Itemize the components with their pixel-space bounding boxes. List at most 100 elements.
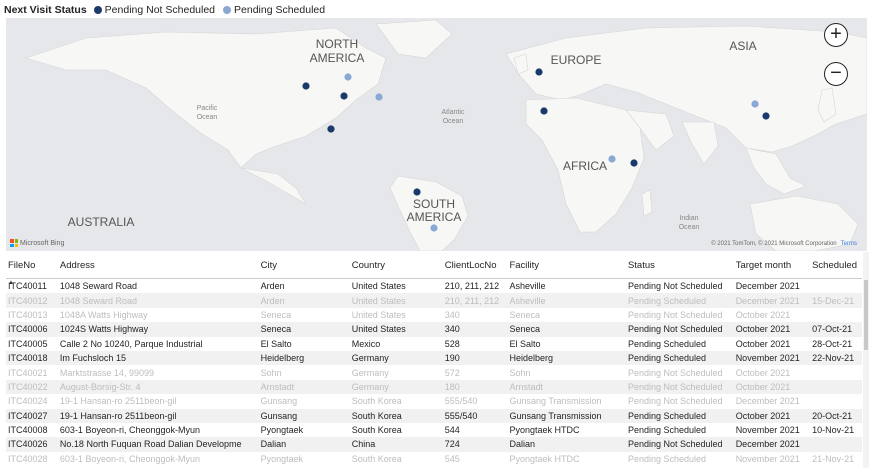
map-label-europe: EUROPE [551, 53, 602, 67]
cell-clientlocno: 340 [444, 309, 460, 320]
cell-facility: Pyongtaek HTDC [509, 453, 580, 464]
table-row[interactable]: ITC40012 1048 Seward Road Arden United Stat… [6, 293, 862, 308]
cell-status: Pending Scheduled [627, 295, 707, 306]
table-row[interactable]: ITC40013 1048A Watts Highway Seneca United … [6, 308, 862, 322]
cell-fileno: ITC40028 [8, 453, 48, 464]
column-header-city[interactable]: City [260, 259, 278, 271]
table-row[interactable]: ITC40028 603-1 Boyeon-ri, Cheonggok-Myun P… [6, 452, 862, 466]
cell-clientlocno: 544 [444, 425, 460, 436]
map-point-us-north[interactable] [344, 73, 352, 81]
minus-icon: − [830, 62, 842, 84]
zoom-out-button[interactable]: − [824, 62, 848, 86]
map-point-china-east[interactable] [762, 112, 770, 120]
table-row[interactable]: ITC40008 603-1 Boyeon-ri, Cheonggok-Myun P… [6, 423, 862, 437]
map-point-brazil[interactable] [413, 188, 421, 196]
column-header-country[interactable]: Country [351, 259, 386, 271]
table-row[interactable]: ITC40022 August-Borsig-Str. 4 Arnstadt Germ… [6, 379, 862, 395]
table-row[interactable]: ITC40026 No.18 North Fuquan Road Dalian D… [6, 437, 862, 452]
map-point-us-east[interactable] [375, 93, 383, 101]
cell-clientlocno: 210, 211, 212 [444, 281, 500, 292]
column-header-fileno[interactable]: FileNo ▲ [8, 259, 36, 286]
scrollbar-thumb[interactable] [864, 280, 868, 350]
world-map: NORTH AMERICA EUROPE ASIA AFRICA SOUTH A… [25, 19, 867, 251]
legend-item-not-scheduled[interactable]: Pending Not Scheduled [104, 4, 216, 16]
legend-dot-scheduled [223, 6, 232, 14]
cell-target-month: October 2021 [735, 309, 791, 320]
cell-clientlocno: 724 [444, 439, 460, 450]
cell-city: Arden [260, 295, 285, 306]
map-point-south-brazil[interactable] [430, 224, 438, 232]
cell-target-month: November 2021 [735, 353, 800, 364]
map-point-spain[interactable] [540, 107, 548, 115]
cell-scheduled: 15-Dec-21 [812, 295, 855, 306]
cell-facility: Gunsang Transmission [509, 410, 602, 421]
cell-scheduled: 10-Nov-21 [812, 425, 855, 436]
map-point-france[interactable] [535, 68, 543, 76]
column-header-status[interactable]: Status [627, 259, 655, 271]
map-point-east-africa[interactable] [608, 155, 616, 163]
cell-target-month: November 2021 [735, 453, 800, 464]
map-visual[interactable]: NORTH AMERICA EUROPE ASIA AFRICA SOUTH A… [6, 18, 867, 251]
table-row[interactable]: ITC40021 Marktstrasse 14, 99099 Sohn German… [6, 365, 862, 379]
map-point-horn-of-africa[interactable] [630, 159, 638, 167]
cell-country: China [351, 439, 376, 450]
eurasia-land [505, 25, 867, 153]
table-scrollbar[interactable] [863, 252, 869, 468]
map-credit: © 2021 TomTom, © 2021 Microsoft Corporat… [711, 241, 857, 247]
south-america-land [389, 175, 469, 251]
map-label-asia: ASIA [729, 39, 756, 53]
cell-city: Arnstadt [260, 381, 295, 392]
column-header-target-month[interactable]: Target month [735, 259, 792, 271]
japan-land [817, 87, 837, 123]
table-row[interactable]: ITC40027 19-1 Hansan-ro 2511beon-gil Gunsa… [6, 408, 862, 423]
cell-address: 1048A Watts Highway [59, 309, 148, 320]
central-america-land [240, 167, 307, 205]
cell-target-month: October 2021 [735, 338, 791, 349]
cell-address: 1048 Seward Road [59, 295, 137, 306]
map-label-indian-1: Indian [679, 215, 698, 222]
column-header-facility[interactable]: Facility [509, 259, 540, 271]
cell-facility: Asheville [509, 281, 546, 292]
cell-clientlocno: 545 [444, 453, 460, 464]
cell-status: Pending Not Scheduled [627, 324, 723, 335]
map-point-china-north[interactable] [751, 100, 759, 108]
cell-country: Germany [351, 367, 389, 378]
table-row[interactable]: ITC40006 1024S Watts Highway Seneca United … [6, 322, 862, 337]
terms-link[interactable]: Terms [840, 241, 857, 247]
cell-country: South Korea [351, 453, 402, 464]
table-row[interactable]: ITC40018 Im Fuchsloch 15 Heidelberg Germany… [6, 350, 862, 366]
se-asia-land [745, 147, 807, 195]
map-point-us-central[interactable] [340, 92, 348, 100]
cell-target-month: October 2021 [735, 324, 791, 335]
map-label-south-america-2: AMERICA [407, 210, 462, 224]
cell-city: Pyongtaek [260, 425, 304, 436]
legend-dot-not-scheduled [93, 6, 102, 14]
cell-facility: Seneca [509, 324, 540, 335]
table-row[interactable]: ITC40011 1048 Seward Road Arden United Stat… [6, 279, 862, 293]
cell-target-month: October 2021 [735, 410, 791, 421]
column-header-address[interactable]: Address [59, 259, 95, 271]
cell-country: Germany [351, 353, 389, 364]
cell-country: Mexico [351, 338, 381, 349]
column-header-scheduled[interactable]: Scheduled [812, 259, 857, 271]
cell-scheduled: 28-Oct-21 [812, 338, 853, 349]
map-label-south-america-1: SOUTH [413, 197, 455, 211]
cell-country: South Korea [351, 425, 402, 436]
column-header-clientlocno[interactable]: ClientLocNo [444, 259, 497, 271]
table-row[interactable]: ITC40024 19-1 Hansan-ro 2511beon-gil Gunsa… [6, 394, 862, 408]
legend-item-scheduled[interactable]: Pending Scheduled [234, 4, 326, 16]
zoom-in-button[interactable]: + [824, 23, 848, 47]
cell-address: Calle 2 No 10240, Parque Industrial [59, 338, 203, 349]
map-label-pacific-2: Ocean [197, 114, 218, 121]
cell-country: South Korea [351, 410, 402, 421]
map-point-us-west[interactable] [302, 82, 310, 90]
table-row[interactable]: ITC40005 Calle 2 No 10240, Parque Industr… [6, 337, 862, 351]
map-label-australia: AUSTRALIA [68, 215, 135, 229]
cell-clientlocno: 555/540 [444, 410, 478, 421]
microsoft-logo-icon [10, 239, 18, 247]
cell-facility: Gunsang Transmission [509, 396, 602, 407]
map-point-mexico[interactable] [327, 125, 335, 133]
cell-scheduled: 22-Nov-21 [812, 353, 855, 364]
cell-city: Gunsang [260, 410, 298, 421]
cell-status: Pending Scheduled [627, 353, 707, 364]
